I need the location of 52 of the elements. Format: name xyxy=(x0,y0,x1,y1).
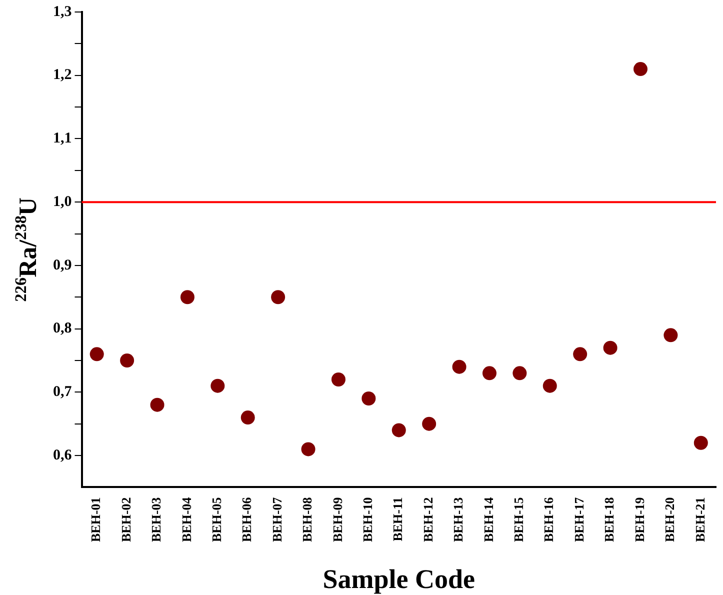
point xyxy=(271,290,286,304)
x-tick-label: BEH-14 xyxy=(480,496,496,542)
point xyxy=(633,62,648,76)
point xyxy=(452,360,466,374)
x-axis-title: Sample Code xyxy=(322,564,476,594)
y-tick-label: 0,8 xyxy=(53,320,72,337)
point xyxy=(664,328,678,342)
x-tick-label: BEH-13 xyxy=(450,496,466,542)
x-tick-label: BEH-05 xyxy=(209,496,224,542)
y-tick-label: 1,3 xyxy=(53,4,72,20)
y-tick-label: 1,2 xyxy=(53,67,72,84)
point xyxy=(482,366,496,380)
x-tick-label: BEH-15 xyxy=(511,496,526,542)
point xyxy=(512,366,527,380)
point xyxy=(422,416,436,431)
point xyxy=(240,410,255,425)
x-tick-label: BEH-01 xyxy=(88,497,104,542)
point xyxy=(392,423,406,438)
point xyxy=(603,340,618,355)
point xyxy=(180,290,194,304)
y-tick-label: 1,1 xyxy=(53,130,72,147)
x-tick-label: BEH-16 xyxy=(541,496,556,542)
y-tick-label: 1,0 xyxy=(53,194,72,210)
point xyxy=(694,436,708,450)
point xyxy=(362,392,376,406)
point xyxy=(542,378,557,393)
y-axis-title: 226Ra/238U xyxy=(12,197,42,302)
y-tick-label: 0,6 xyxy=(53,447,72,464)
x-tick-label: BEH-03 xyxy=(148,496,164,542)
point xyxy=(120,353,134,368)
x-tick-label: BEH-08 xyxy=(300,496,315,542)
point xyxy=(573,347,588,362)
x-tick-label: BEH-17 xyxy=(571,496,586,542)
point xyxy=(210,378,225,393)
x-tick-label: BEH-18 xyxy=(602,496,617,542)
y-tick-label: 0,9 xyxy=(53,257,72,274)
x-tick-label: BEH-09 xyxy=(330,496,345,542)
x-tick-label: BEH-06 xyxy=(239,496,254,542)
point xyxy=(90,347,104,362)
x-tick-label: BEH-07 xyxy=(269,496,284,542)
x-tick-label: BEH-11 xyxy=(390,497,406,542)
point xyxy=(331,372,346,386)
x-tick-label: BEH-20 xyxy=(662,497,678,542)
point xyxy=(150,398,164,412)
x-tick-label: BEH-12 xyxy=(420,497,436,542)
x-tick-label: BEH-04 xyxy=(178,496,194,542)
y-tick-label: 0,7 xyxy=(53,384,72,400)
x-tick-label: BEH-02 xyxy=(118,497,134,542)
x-tick-label: BEH-19 xyxy=(632,496,647,542)
x-tick-label: BEH-10 xyxy=(360,497,376,542)
point xyxy=(301,442,316,456)
x-tick-label: BEH-21 xyxy=(692,497,708,542)
